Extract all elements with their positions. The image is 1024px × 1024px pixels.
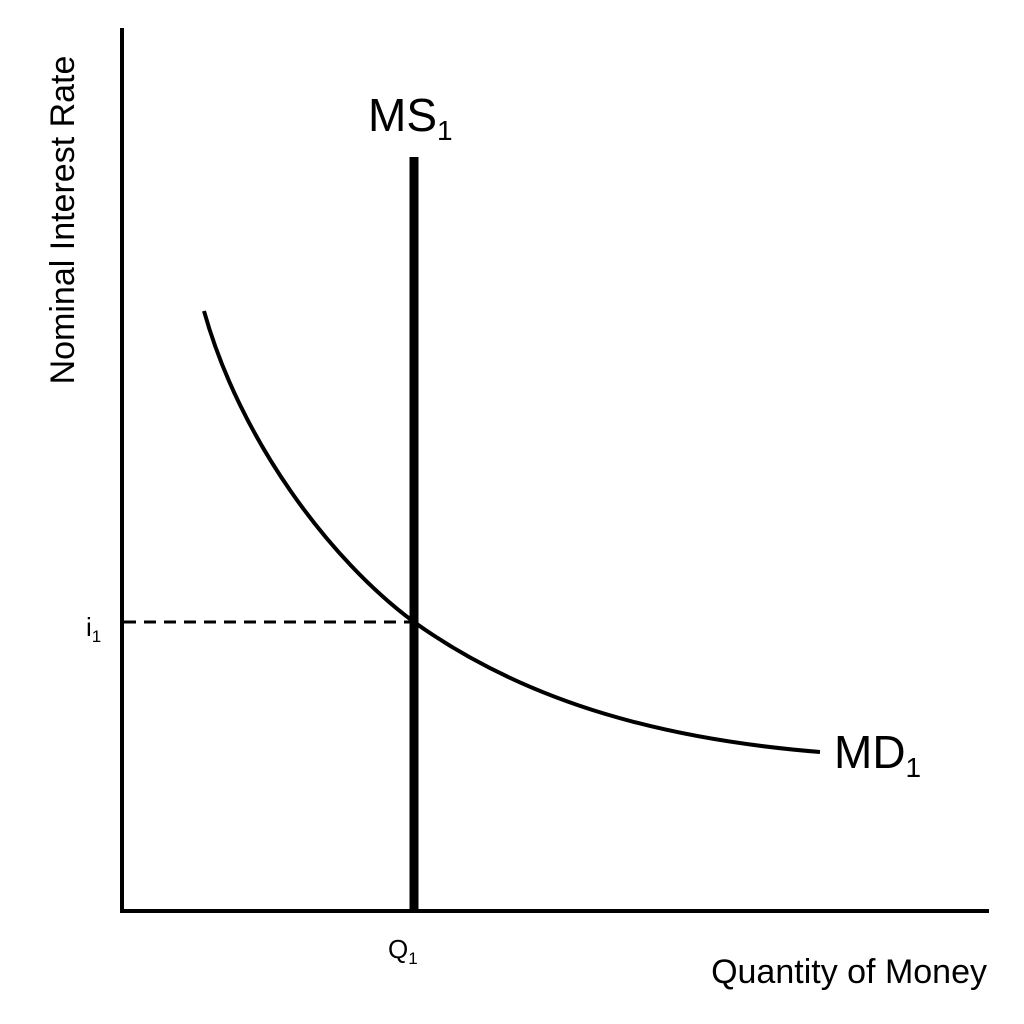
- money-supply-label-subscript: 1: [437, 115, 453, 146]
- money-supply-label: MS1: [368, 89, 453, 146]
- equilibrium-rate-label-subscript: 1: [92, 627, 101, 646]
- money-demand-label-main: MD: [834, 726, 906, 778]
- money-demand-curve: [202, 310, 821, 754]
- y-axis-label: Nominal Interest Rate: [44, 56, 82, 385]
- equilibrium-quantity-label-subscript: 1: [408, 949, 417, 968]
- money-demand-label: MD1: [834, 726, 921, 783]
- money-demand-label-subscript: 1: [906, 752, 922, 783]
- x-axis-label: Quantity of Money: [711, 953, 987, 991]
- equilibrium-rate-label-main: i: [86, 612, 92, 642]
- equilibrium-rate-label: i1: [86, 612, 101, 646]
- equilibrium-quantity-label: Q1: [388, 934, 418, 968]
- equilibrium-quantity-label-main: Q: [388, 934, 408, 964]
- money-supply-label-main: MS: [368, 89, 437, 141]
